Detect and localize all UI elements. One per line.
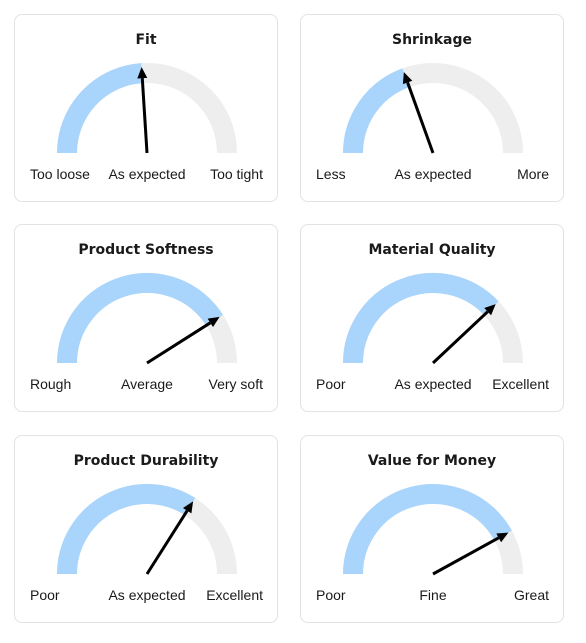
gauge-right-label: Excellent	[206, 587, 263, 603]
gauge-fill	[343, 273, 499, 364]
gauge-value-for-money	[343, 484, 523, 576]
gauge-card-product-softness: Product Softness Rough Average Very soft	[14, 224, 278, 412]
gauge-card-material-quality: Material Quality Poor As expected Excell…	[300, 224, 564, 412]
gauge-left-label: Poor	[316, 587, 346, 603]
gauge-needle-arrowhead	[182, 501, 194, 514]
gauge-needle-arrowhead	[484, 304, 496, 316]
gauge-title: Material Quality	[368, 242, 496, 258]
gauge-mid-label: Average	[121, 376, 173, 392]
gauge-fill	[57, 63, 143, 154]
gauge-mid-label: As expected	[394, 166, 472, 182]
gauge-left-label: Rough	[30, 376, 72, 392]
gauge-left-label: Poor	[316, 376, 346, 392]
gauge-right-label: Too tight	[210, 166, 263, 182]
gauge-title: Shrinkage	[392, 32, 472, 48]
gauge-needle	[431, 310, 489, 365]
gauge-title: Product Durability	[73, 453, 219, 469]
gauge-left-label: Too loose	[30, 166, 90, 182]
gauge-shrinkage	[343, 63, 523, 154]
gauge-needle-arrowhead	[137, 67, 148, 79]
gauge-needle	[146, 321, 212, 365]
gauge-card-value-for-money: Value for Money Poor Fine Great	[300, 435, 564, 623]
gauge-mid-label: Fine	[419, 587, 447, 603]
gauge-card-product-durability: Product Durability Poor As expected Exce…	[14, 435, 278, 623]
gauge-title: Fit	[135, 32, 157, 48]
gauge-fit	[57, 63, 237, 154]
gauge-right-label: Great	[513, 587, 549, 603]
gauge-needle	[140, 78, 149, 154]
gauge-title: Value for Money	[367, 453, 497, 469]
gauge-fill	[57, 484, 196, 575]
gauge-needle	[406, 81, 435, 154]
gauge-right-label: Very soft	[208, 376, 263, 392]
gauge-card-shrinkage: Shrinkage Less As expected More	[300, 14, 564, 202]
gauge-left-label: Less	[316, 166, 346, 182]
gauge-material-quality	[343, 273, 523, 365]
gauge-mid-label: As expected	[108, 166, 186, 182]
gauge-mid-label: As expected	[394, 376, 472, 392]
gauge-title: Product Softness	[78, 242, 214, 258]
gauge-needle-arrowhead	[496, 532, 509, 543]
gauge-needle-arrowhead	[207, 316, 220, 328]
gauge-mid-label: As expected	[108, 587, 186, 603]
gauge-needle	[145, 509, 189, 575]
gauge-fill	[343, 484, 512, 575]
gauge-fill	[57, 273, 223, 364]
gauge-right-label: More	[517, 166, 549, 182]
gauge-card-fit: Fit Too loose As expected Too tight	[14, 14, 278, 202]
gauge-product-durability	[57, 484, 237, 575]
gauge-left-label: Poor	[30, 587, 60, 603]
gauge-fill	[343, 68, 410, 154]
gauge-right-label: Excellent	[492, 376, 549, 392]
gauge-needle	[432, 536, 500, 576]
gauge-needle-arrowhead	[402, 72, 413, 85]
gauge-product-softness	[57, 273, 237, 365]
